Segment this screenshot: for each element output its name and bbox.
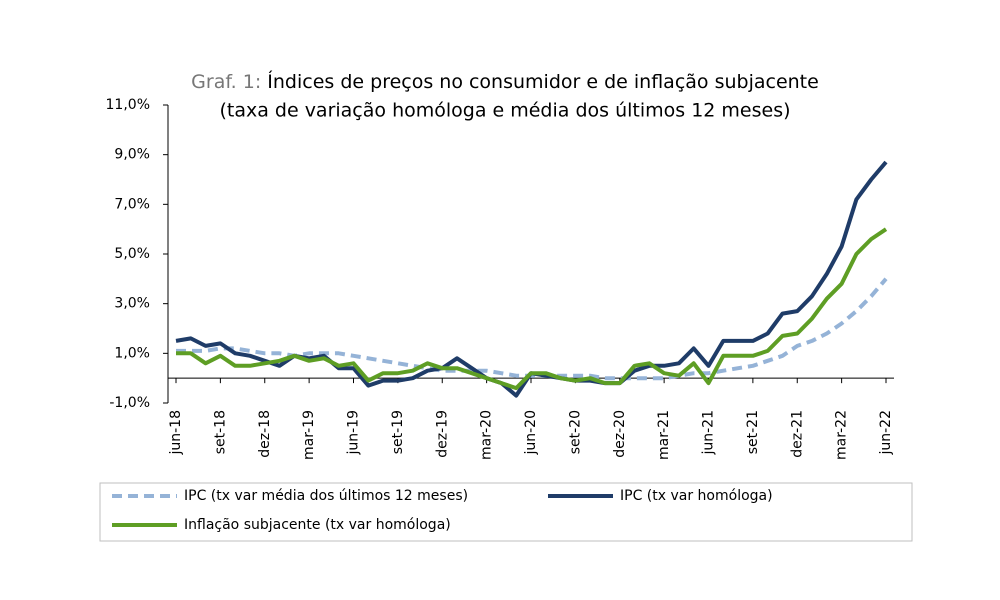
x-tick-label: mar-22 [834,410,850,460]
legend-label: IPC (tx var homóloga) [620,488,773,504]
legend-label: IPC (tx var média dos últimos 12 meses) [184,488,468,504]
legend-box [99,482,913,542]
y-tick-label: 7,0% [114,196,150,212]
x-tick-label: jun-21 [701,410,717,456]
x-tick-label: dez-20 [612,410,628,458]
y-tick-label: 1,0% [114,345,150,361]
y-tick-label: 5,0% [114,246,150,262]
x-tick-label: dez-19 [434,410,450,458]
x-tick-label: dez-18 [257,410,273,458]
chart-title: Graf. 1: Índices de preços no consumidor… [191,70,819,93]
title-main: Índices de preços no consumidor e de inf… [267,70,819,93]
chart-subtitle: (taxa de variação homóloga e média dos ú… [219,100,790,122]
y-tick-label: -1,0% [109,395,150,411]
x-tick-label: mar-20 [479,410,495,460]
x-tick-label: set-18 [212,410,228,454]
x-tick-label: jun-19 [346,410,362,456]
x-tick-label: jun-22 [878,410,894,456]
x-tick-label: mar-21 [656,410,672,460]
x-tick-label: set-21 [745,410,761,454]
x-tick-label: dez-21 [789,410,805,458]
legend-label: Inflação subjacente (tx var homóloga) [184,517,451,533]
x-tick-label: jun-20 [523,410,539,456]
y-tick-label: 9,0% [114,147,150,163]
x-tick-label: set-20 [567,410,583,454]
x-tick-label: jun-18 [168,410,184,456]
series-line [176,227,888,391]
y-tick-label: 11,0% [106,97,150,113]
x-tick-label: mar-19 [301,410,317,460]
title-prefix: Graf. 1: [191,71,261,93]
y-tick-label: 3,0% [114,296,150,312]
x-tick-label: set-19 [390,410,406,454]
